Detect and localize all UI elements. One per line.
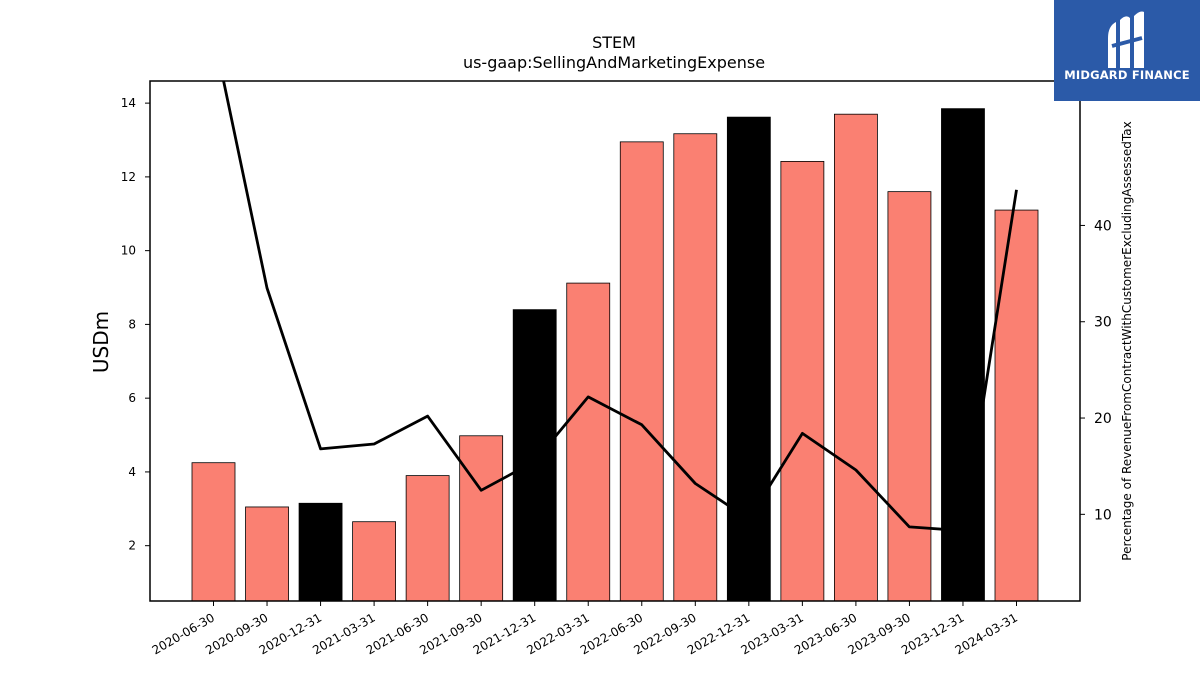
y2-tick-label: 30 — [1094, 315, 1112, 331]
y2-tick-label: 20 — [1094, 411, 1112, 427]
logo-text: MIDGARD FINANCE — [1064, 68, 1190, 82]
y2-tick-label: 40 — [1094, 218, 1112, 234]
line-layer — [222, 81, 1018, 533]
y-tick-label: 14 — [121, 96, 136, 110]
bar-2023-03-31 — [780, 160, 825, 602]
bar-2020-12-31 — [298, 502, 343, 602]
bar-2022-03-31 — [566, 282, 611, 602]
y-tick-label: 2 — [128, 539, 136, 553]
midgard-finance-logo: MIDGARD FINANCE — [1054, 0, 1200, 101]
chart-title: STEM — [592, 33, 636, 52]
bar-2021-09-30 — [459, 435, 504, 602]
chart-subtitle: us-gaap:SellingAndMarketingExpense — [463, 53, 765, 72]
y-axis: 2 4 6 8 10 12 14 — [121, 96, 150, 553]
bar-2022-06-30 — [619, 141, 664, 602]
y2-axis: 10 20 30 40 — [1080, 218, 1112, 523]
bar-2021-12-31 — [512, 309, 557, 602]
y-tick-label: 4 — [128, 465, 136, 479]
bar-2020-06-30 — [191, 462, 236, 602]
bar-2023-12-31 — [941, 108, 985, 602]
logo-mark-icon — [1108, 11, 1144, 68]
y-axis-label: USDm — [89, 311, 113, 373]
plot-frame — [149, 80, 1081, 602]
bar-2023-06-30 — [834, 113, 878, 602]
y2-axis-label: Percentage of RevenueFromContractWithCus… — [1120, 121, 1134, 560]
bars-group — [191, 108, 1039, 602]
y-tick-label: 12 — [121, 170, 136, 184]
bar-2024-03-31 — [994, 209, 1039, 602]
y-tick-label: 10 — [121, 244, 136, 258]
y2-tick-label: 10 — [1094, 507, 1112, 523]
bar-2020-09-30 — [245, 506, 289, 602]
bar-2022-09-30 — [673, 133, 718, 602]
bar-2021-06-30 — [405, 475, 450, 602]
x-axis: 2020-06-302020-09-302020-12-312021-03-31… — [150, 601, 1020, 657]
percentage-line — [222, 81, 1018, 533]
bar-2022-12-31 — [726, 116, 771, 602]
bar-2021-03-31 — [352, 521, 397, 602]
y-tick-label: 6 — [128, 391, 136, 405]
bar-2023-09-30 — [887, 191, 932, 602]
y-tick-label: 8 — [128, 317, 136, 331]
